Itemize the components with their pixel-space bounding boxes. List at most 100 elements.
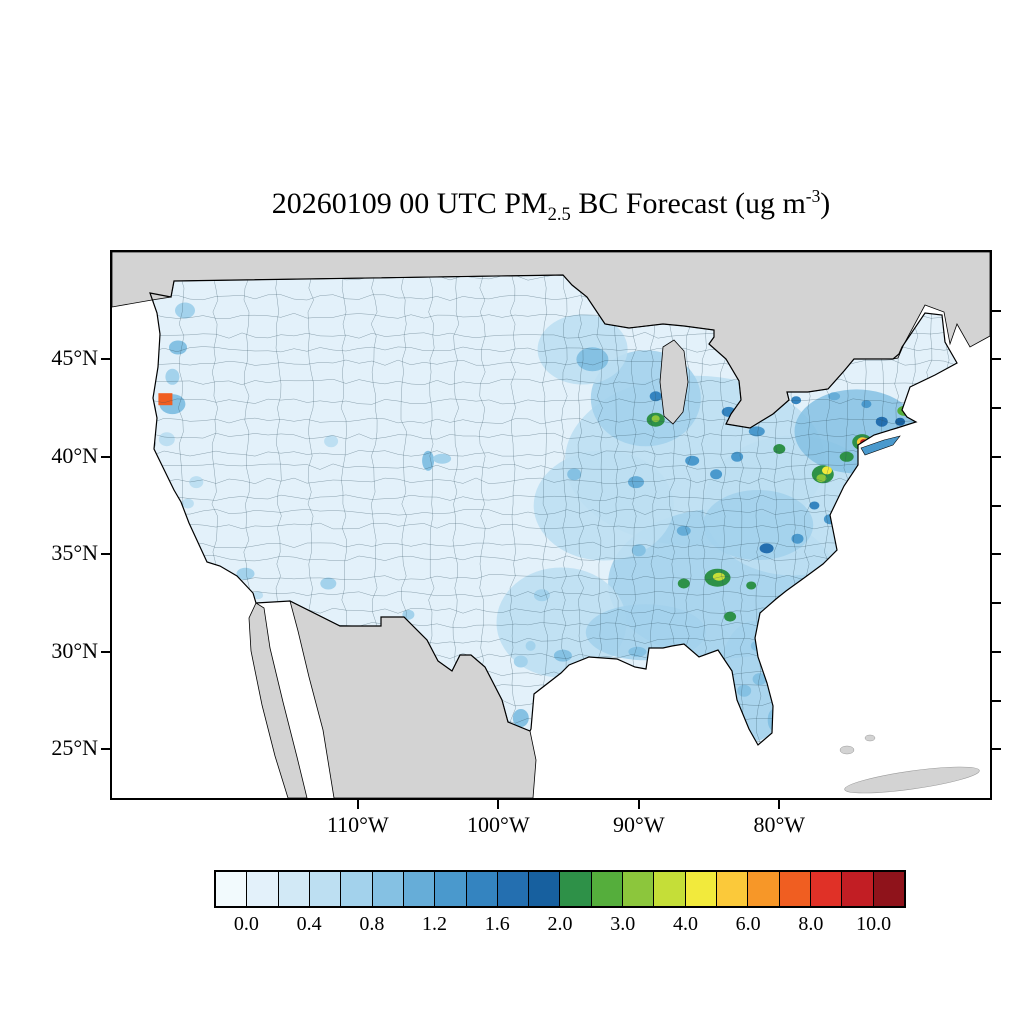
right-tick <box>991 504 1001 507</box>
lon-tick-label: 80°W <box>753 812 806 837</box>
figure-title: 20260109 00 UTC PM2.5 BC Forecast (ug m-… <box>78 186 1024 226</box>
hotspot-atlanta-core <box>712 572 725 581</box>
lat-tick-label: 45°N <box>51 345 98 371</box>
hotspot-minneapolis <box>576 347 609 372</box>
colorbar-tick-label: 4.0 <box>672 913 698 935</box>
colorbar-segment-17 <box>748 872 780 906</box>
right-tick <box>991 748 1001 751</box>
lat-tick-label: 30°N <box>51 637 98 663</box>
lat-tick <box>101 455 111 458</box>
colorbar-segment-4 <box>341 872 373 906</box>
colorbar-segment-0 <box>216 872 248 906</box>
lat-tick-label: 35°N <box>51 540 98 566</box>
colorbar-segment-15 <box>685 872 717 906</box>
hotspot-phoenix <box>320 577 337 590</box>
colorbar-segment-8 <box>466 872 498 906</box>
colorbar-segment-10 <box>529 872 561 906</box>
hotspot-st-louis <box>628 476 644 489</box>
lon-tick-label: 90°W <box>613 812 665 837</box>
right-tick <box>991 407 1001 409</box>
colorbar-tick-label: 3.0 <box>610 913 636 935</box>
right-tick <box>991 309 1001 312</box>
hotspot-la-basin <box>236 567 255 580</box>
lon-tick-label: 110°W <box>326 812 389 837</box>
colorbar-segment-20 <box>842 872 874 906</box>
lat-tick-label: 25°N <box>51 735 98 761</box>
lon-tick <box>778 800 781 809</box>
lon-tick <box>497 800 500 809</box>
hotspot-cleveland <box>748 426 765 437</box>
colorbar-segment-18 <box>779 872 811 906</box>
colorbar-tick-label: 8.0 <box>798 913 824 935</box>
lon-tick <box>356 800 359 809</box>
hotspot-sw-oregon-county <box>158 393 173 406</box>
hotspot-south-georgia <box>724 611 737 622</box>
long-island <box>860 435 901 456</box>
colorbar-segment-11 <box>560 872 592 906</box>
hotspot-providence <box>895 417 906 426</box>
us-county-map <box>112 252 990 798</box>
hotspot-appalachia-wash <box>703 490 814 560</box>
hotspot-baltimore-core <box>822 466 832 475</box>
hotspot-el-paso <box>402 609 415 620</box>
colorbar-segment-6 <box>403 872 436 906</box>
title-suffix: ) <box>820 187 831 220</box>
lat-tick-label: 40°N <box>51 442 98 468</box>
colorbar-tick-label: 2.0 <box>547 913 573 935</box>
hotspot-charlotte <box>759 543 774 554</box>
colorbar-tick-label: 1.6 <box>484 913 510 935</box>
lon-tick <box>637 800 640 809</box>
title-subscript: 2.5 <box>547 204 571 225</box>
colorbar-tick-label: 0.0 <box>233 913 259 935</box>
hotspot-tampa <box>737 684 752 697</box>
colorbar-tick-label: 6.0 <box>735 913 761 935</box>
colorbar-segment-7 <box>435 872 467 906</box>
hotspot-dallas <box>533 589 550 602</box>
hotspot-chicago-core <box>651 415 660 423</box>
colorbar-tick-label: 0.4 <box>296 913 322 935</box>
right-tick <box>991 602 1001 604</box>
hotspot-augusta <box>746 581 757 590</box>
hotspot-eugene <box>165 368 180 385</box>
lon-tick-label: 100°W <box>467 812 530 837</box>
title-prefix: 20260109 00 UTC PM <box>271 187 548 220</box>
hotspot-nw-california <box>158 432 175 447</box>
hotspot-nashville <box>676 525 691 536</box>
colorbar-segment-13 <box>623 872 655 906</box>
hotspot-philadelphia <box>839 451 854 462</box>
hotspot-portland <box>169 340 187 355</box>
hotspot-albany <box>861 400 872 409</box>
hotspot-birmingham <box>677 578 690 589</box>
hotspot-buffalo <box>791 396 802 405</box>
hotspot-indianapolis <box>685 455 700 466</box>
right-tick <box>991 699 1001 702</box>
lat-tick <box>101 748 111 751</box>
bahamas-island <box>839 745 855 755</box>
right-tick <box>991 650 1001 653</box>
colorbar-segment-2 <box>278 872 310 906</box>
colorbar <box>214 870 906 908</box>
map-frame <box>110 250 992 800</box>
hotspot-san-antonio <box>513 655 528 668</box>
title-middle: BC Forecast (ug m <box>570 187 806 220</box>
colorbar-tick-label: 1.2 <box>422 913 448 935</box>
hotspot-richmond <box>809 501 820 510</box>
colorbar-segment-19 <box>810 872 843 906</box>
hotspot-new-orleans <box>628 646 647 657</box>
hotspot-orlando <box>752 673 767 686</box>
hotspot-denver-east <box>433 453 452 464</box>
lat-tick <box>101 358 111 361</box>
cuba-island <box>844 766 980 794</box>
hotspot-bay-area <box>181 498 194 509</box>
hotspot-memphis <box>631 544 646 557</box>
baja-california-landmass <box>248 602 308 798</box>
colorbar-segment-1 <box>247 872 279 906</box>
colorbar-segment-16 <box>717 872 749 906</box>
colorbar-tick-label: 10.0 <box>856 913 892 935</box>
right-tick <box>991 455 1001 458</box>
hotspot-syracuse <box>828 392 841 401</box>
lat-tick <box>101 650 111 653</box>
us-border-outline <box>149 274 958 746</box>
hotspot-seattle <box>175 302 195 319</box>
